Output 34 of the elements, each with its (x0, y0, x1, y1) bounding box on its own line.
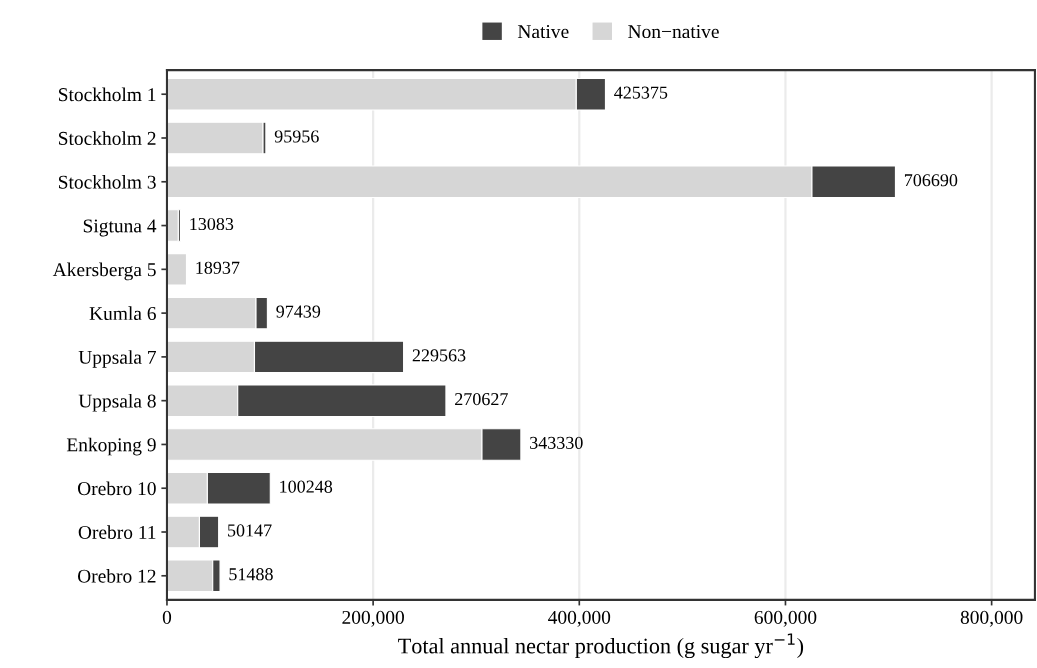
total-label: 50147 (228, 524, 272, 537)
total-label: 425375 (614, 86, 668, 99)
y-tick-label: Orebro 11 (78, 525, 156, 539)
total-label: 13083 (190, 217, 234, 231)
total-label: 51488 (229, 568, 273, 581)
total-label: 706690 (904, 174, 958, 187)
bar (166, 121, 264, 155)
x-tick-label: 800,000 (960, 610, 1023, 627)
total-label: 18937 (196, 261, 240, 274)
total-label: 95956 (274, 130, 319, 143)
x-tick-label: 200,000 (342, 610, 404, 627)
y-tick-label: Kumla 6 (89, 306, 156, 321)
x-tick-label: 400,000 (548, 610, 611, 627)
y-tick-label: Akersberga 5 (52, 262, 156, 281)
y-tick-label: Enkoping 9 (66, 437, 156, 456)
y-tick-label: Stockholm 2 (59, 131, 156, 145)
x-axis-title: Total annual nectar production (g sugar yr$^{−1}$) (398, 633, 804, 659)
total-label: 343330 (530, 436, 583, 449)
y-tick-label: Stockholm 1 (59, 87, 156, 102)
total-label: 97439 (276, 305, 321, 318)
y-tick-label: Orebro 10 (77, 481, 156, 496)
y-tick-label: Sigtuna 4 (83, 219, 157, 237)
total-label: 270627 (455, 393, 508, 406)
y-tick-label: Stockholm 3 (59, 175, 156, 189)
x-tick-label: 0 (162, 610, 172, 624)
legend-label: Native (517, 25, 569, 39)
y-tick-label: Orebro 12 (77, 569, 156, 583)
total-label: 100248 (280, 480, 333, 493)
legend-label: Non−native (628, 25, 719, 39)
bar (166, 253, 188, 286)
y-tick-label: Uppsala 7 (78, 350, 156, 368)
x-tick-label: 600,000 (754, 610, 817, 627)
total-label: 229563 (412, 349, 466, 362)
y-tick-label: Uppsala 8 (78, 393, 156, 412)
